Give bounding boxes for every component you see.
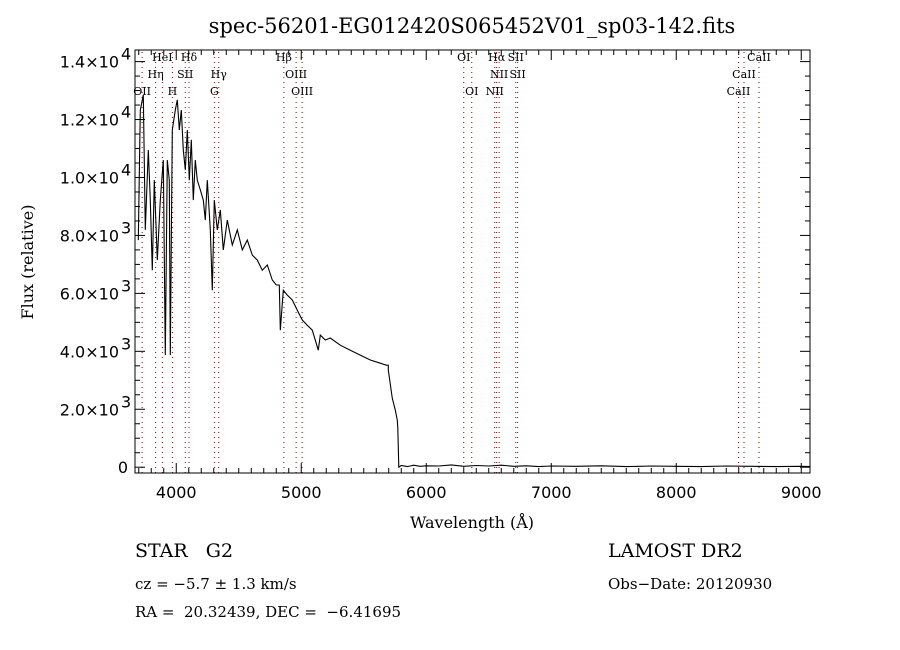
line-label: SII xyxy=(177,68,193,81)
x-tick-label: 9000 xyxy=(781,483,822,502)
x-axis-label: Wavelength (Å) xyxy=(410,512,534,532)
line-label: H xyxy=(168,85,178,98)
line-label: OII xyxy=(133,85,151,98)
y-tick-label: 8.0×10 xyxy=(60,226,119,245)
y-tick-label: 1.0×10 xyxy=(60,168,119,187)
line-label: Hγ xyxy=(211,68,228,81)
y-axis-label: Flux (relative) xyxy=(18,205,37,320)
y-tick-exponent: 4 xyxy=(121,160,131,179)
x-tick-label: 4000 xyxy=(156,483,197,502)
line-label: OI xyxy=(465,85,478,98)
survey-name: LAMOST DR2 xyxy=(608,540,743,562)
y-tick-exponent: 3 xyxy=(121,276,131,295)
line-label: Hα xyxy=(488,51,506,64)
x-tick-label: 6000 xyxy=(406,483,447,502)
line-label: NII xyxy=(490,68,508,81)
line-label: CaII xyxy=(747,51,771,64)
spectrum-line xyxy=(137,94,811,469)
plot-frame xyxy=(134,49,811,474)
line-label: Hβ xyxy=(276,51,292,64)
line-label: OI xyxy=(457,51,470,64)
line-label: Hδ xyxy=(181,51,198,64)
y-tick-label: 6.0×10 xyxy=(60,284,119,303)
coordinates: RA = 20.32439, DEC = −6.41695 xyxy=(135,603,402,621)
x-tick-label: 8000 xyxy=(656,483,697,502)
x-tick-label: 7000 xyxy=(531,483,572,502)
y-tick-exponent: 3 xyxy=(121,218,131,237)
line-label: NII xyxy=(486,85,504,98)
line-label: SII xyxy=(508,51,524,64)
y-tick-label: 1.2×10 xyxy=(60,111,119,130)
y-tick-label: 2.0×10 xyxy=(60,400,119,419)
y-tick-label: 4.0×10 xyxy=(60,342,119,361)
y-tick-exponent: 4 xyxy=(121,103,131,122)
redshift-cz: cz = −5.7 ± 1.3 km/s xyxy=(135,575,297,593)
line-label: Hη xyxy=(148,68,164,81)
line-label: OIII xyxy=(285,68,307,81)
x-tick-label: 5000 xyxy=(281,483,322,502)
line-label: HeI xyxy=(152,51,172,64)
chart-title: spec-56201-EG012420S065452V01_sp03-142.f… xyxy=(209,14,736,38)
y-tick-exponent: 3 xyxy=(121,334,131,353)
line-label: SII xyxy=(510,68,526,81)
y-tick-exponent: 4 xyxy=(121,45,131,64)
line-markers xyxy=(141,52,760,473)
object-class: STAR G2 xyxy=(135,540,234,562)
y-tick-label: 0 xyxy=(118,458,128,477)
line-label: OIII xyxy=(291,85,313,98)
line-label: G xyxy=(210,85,219,98)
y-tick-label: 1.4×10 xyxy=(60,53,119,72)
line-label: CaII xyxy=(727,85,751,98)
observation-date: Obs−Date: 20120930 xyxy=(608,575,773,593)
line-label: CaII xyxy=(732,68,756,81)
y-tick-exponent: 3 xyxy=(121,392,131,411)
